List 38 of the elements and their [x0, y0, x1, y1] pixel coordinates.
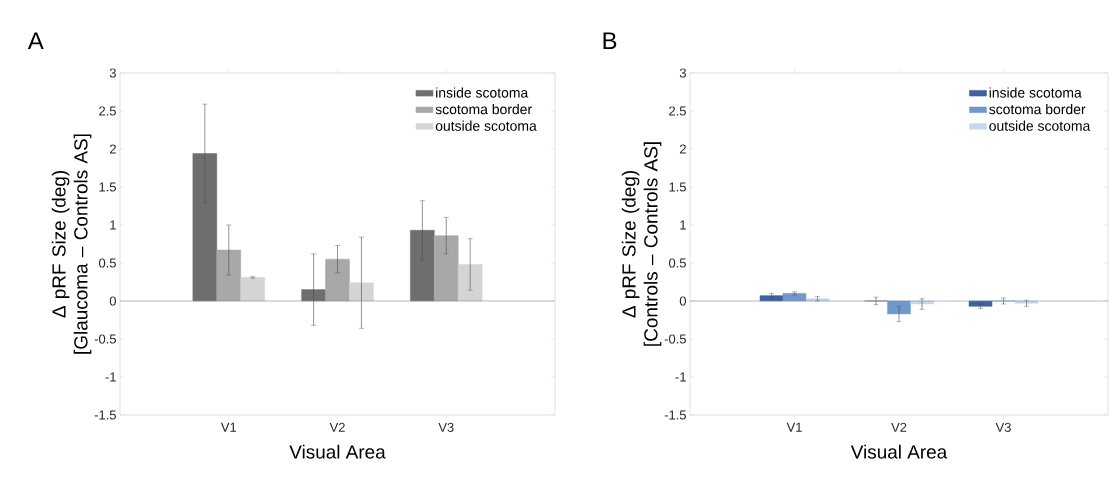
y-tick-label: 1.5 [99, 182, 116, 192]
legend-label: scotoma border [989, 104, 1086, 115]
legend-label: outside scotoma [435, 120, 537, 131]
y-tick-label: -0.5 [664, 334, 686, 344]
legend-label: outside scotoma [989, 120, 1091, 131]
chart-title: A [27, 32, 44, 49]
y-tick-label: 3 [109, 68, 116, 78]
y-tick-label: -1.5 [94, 410, 116, 420]
y-tick-label: 2 [109, 144, 116, 154]
y-tick-label: 1 [110, 220, 116, 230]
legend-label: scotoma border [435, 104, 532, 115]
x-tick-label: V3 [995, 422, 1011, 432]
x-tick-label: V2 [891, 422, 907, 432]
x-axis-title: Visual Area [289, 444, 386, 459]
y-tick-label: 2.5 [669, 106, 686, 116]
y-tick-label: 2.5 [99, 106, 116, 116]
x-tick-label: V3 [438, 422, 454, 432]
y-tick-label: -1 [675, 372, 686, 382]
chart-title: B [603, 32, 617, 49]
y-tick-label: 3 [679, 68, 686, 78]
y-tick-label: 2 [679, 144, 686, 154]
y-tick-label: 0.5 [668, 258, 686, 268]
y-tick-label: -1 [105, 372, 116, 382]
y-tick-label: 0 [109, 296, 116, 306]
y-axis-title: Δ pRF Size (deg) [Glaucoma – Controls AS] [51, 134, 92, 354]
y-tick-label: 0 [679, 296, 686, 306]
y-tick-label: -1.5 [664, 410, 686, 420]
x-tick-label: V1 [220, 422, 237, 432]
y-axis-title: Δ pRF Size (deg) [Controls – Controls AS] [621, 142, 662, 346]
legend-label: inside scotoma [989, 87, 1082, 98]
y-tick-label: 1.5 [669, 182, 686, 192]
legend-label: inside scotoma [436, 87, 529, 98]
x-tick-label: V2 [329, 422, 345, 432]
x-tick-label: V1 [786, 422, 802, 432]
y-tick-label: -0.5 [94, 334, 116, 344]
y-tick-label: 0.5 [98, 258, 116, 268]
x-axis-title: Visual Area [850, 444, 948, 459]
y-tick-label: 1 [680, 220, 686, 230]
